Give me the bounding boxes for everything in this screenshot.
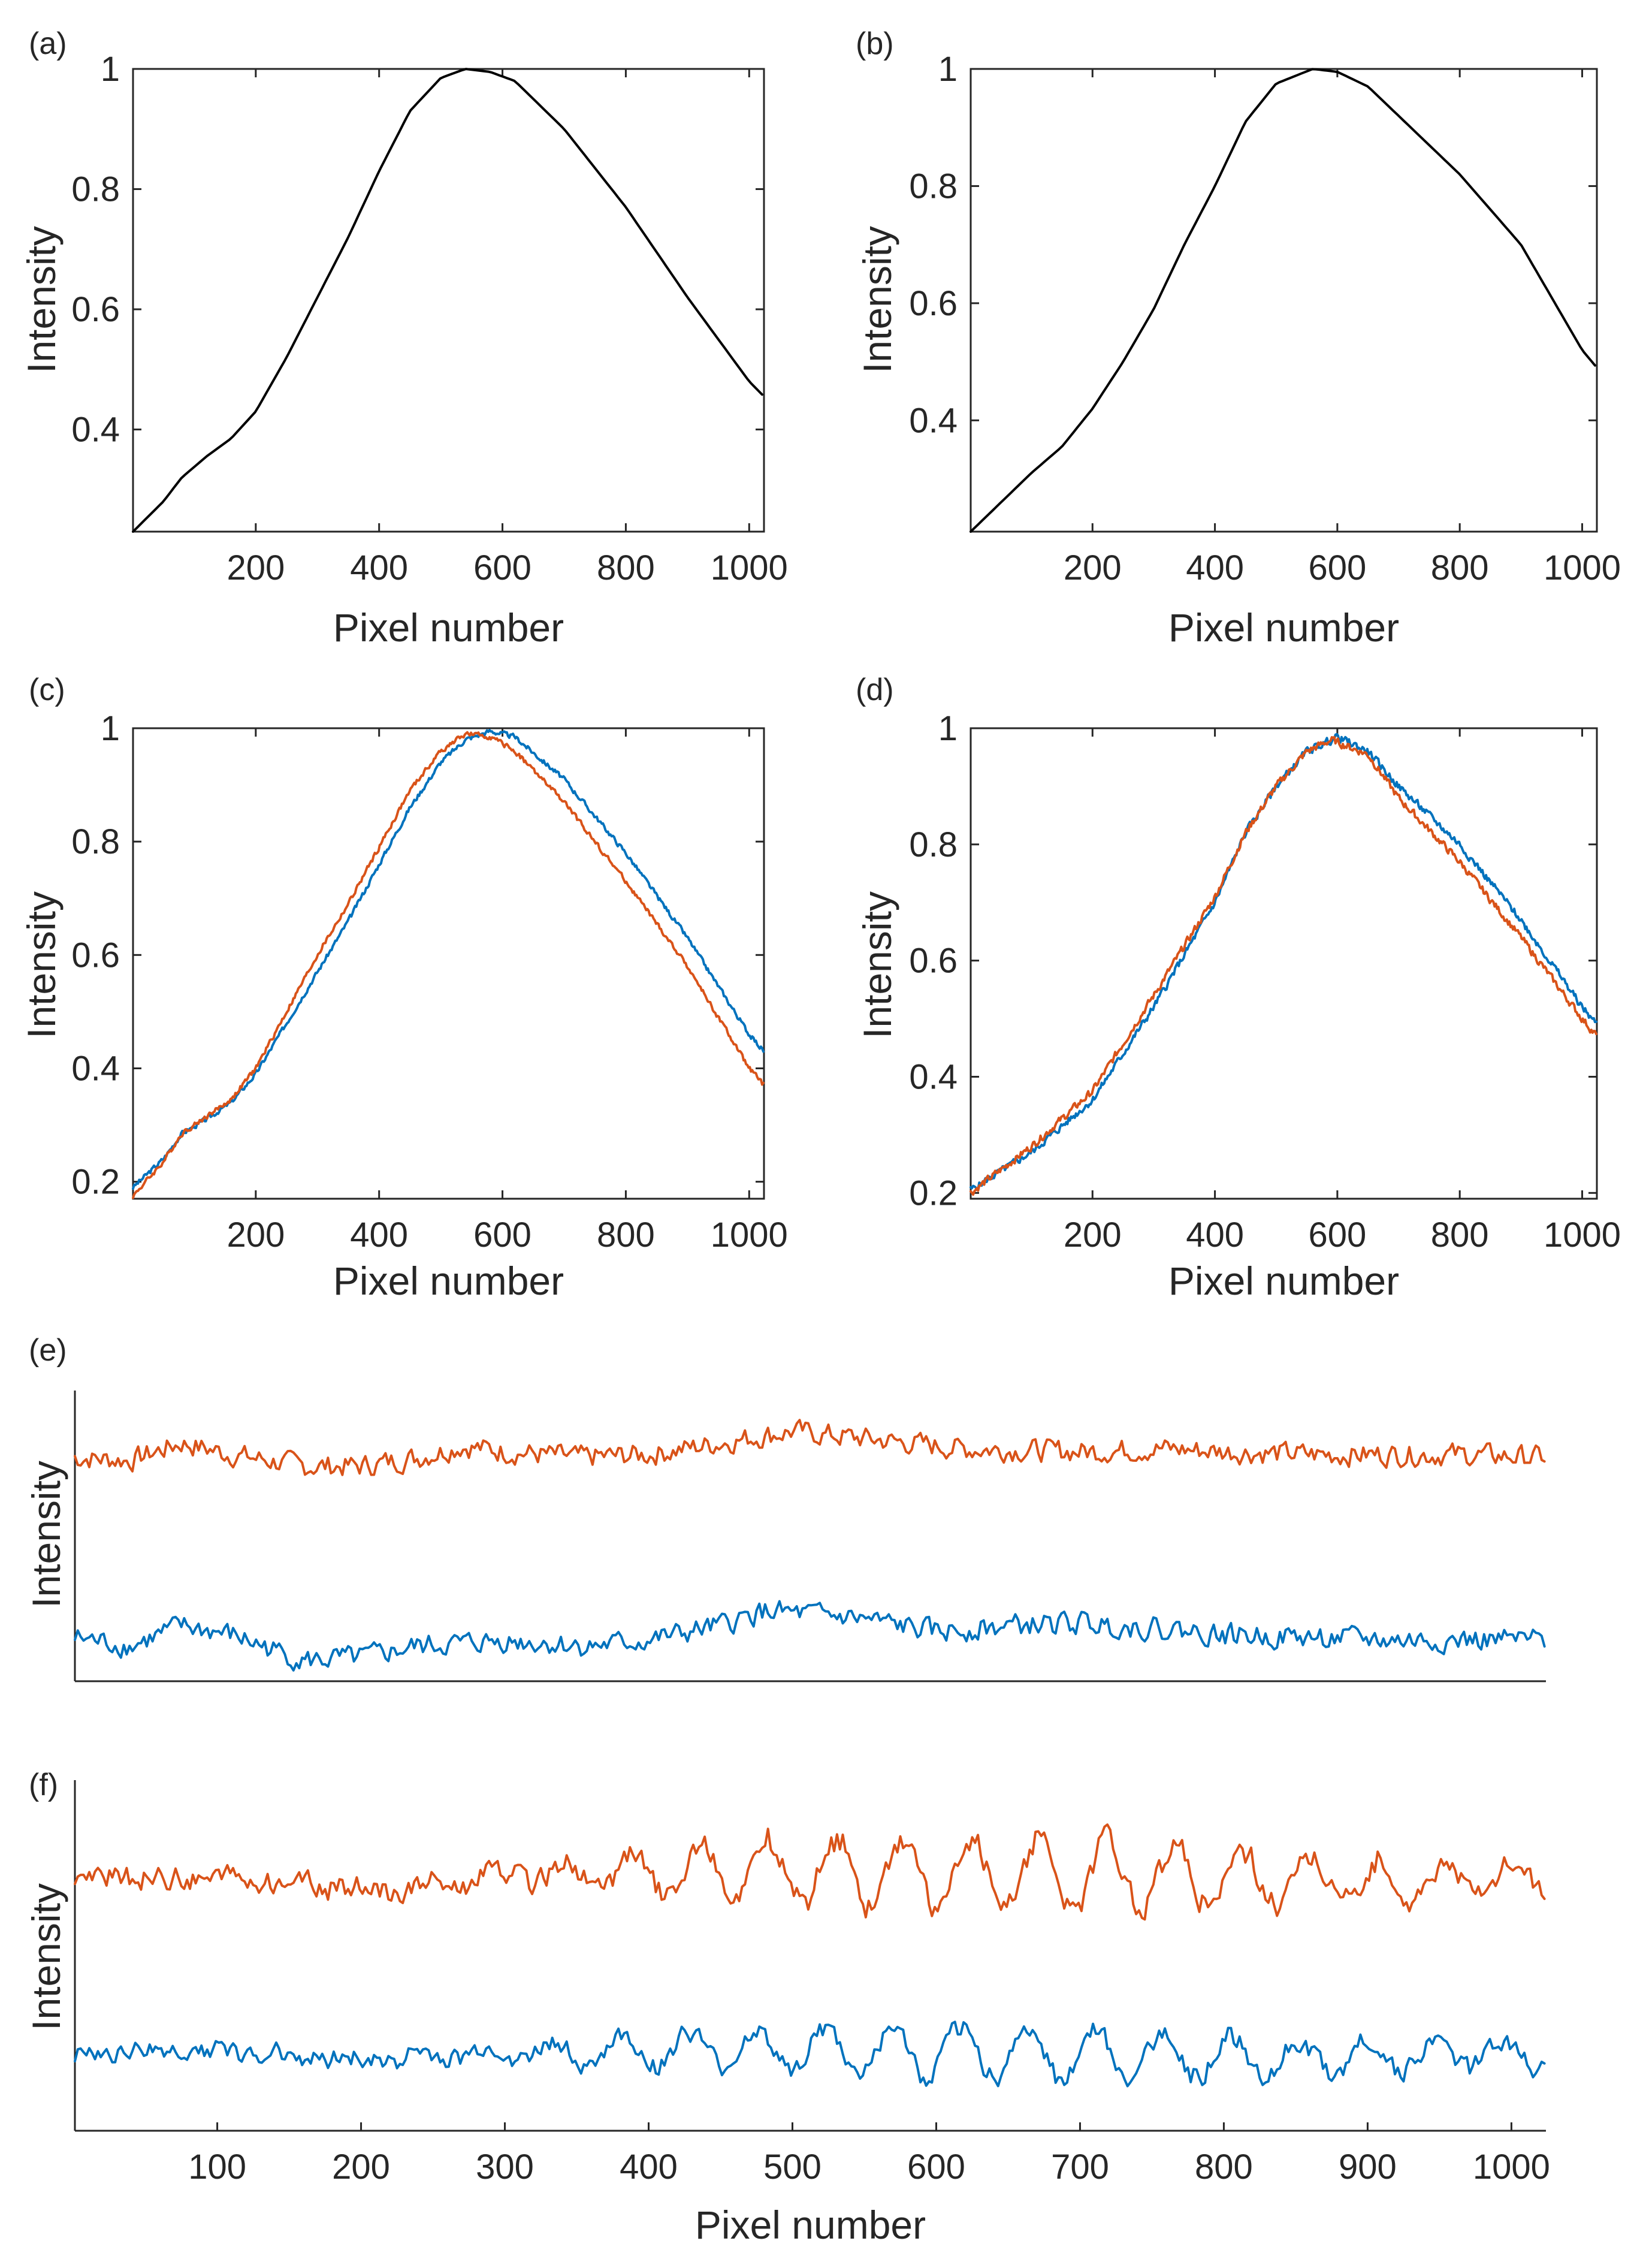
x-axis-title: Pixel number <box>1168 1259 1399 1303</box>
y-tick-label: 0.6 <box>909 284 958 323</box>
x-tick-label: 200 <box>1064 1216 1122 1254</box>
x-tick-label: 600 <box>907 2148 965 2186</box>
y-tick-label: 1 <box>938 709 958 748</box>
series-line-orange <box>74 1419 1546 1476</box>
x-tick-label: 500 <box>763 2148 822 2186</box>
panel-label: (e) <box>29 1333 67 1368</box>
x-axis-title: Pixel number <box>695 2203 926 2247</box>
x-tick-label: 1000 <box>711 548 788 587</box>
y-tick-label: 0.8 <box>71 170 120 209</box>
y-axis-title: Intensity <box>855 891 899 1039</box>
y-tick-label: 0.6 <box>71 936 120 975</box>
y-tick-label: 1 <box>101 50 120 89</box>
x-tick-label: 400 <box>1186 1216 1244 1254</box>
panel-c: 200 400 600 800 1000 0.2 0.4 0.6 0.8 1 (c) Intensit… <box>19 672 788 1303</box>
x-tick-label: 200 <box>226 548 285 587</box>
series-line-profile <box>132 68 763 533</box>
y-tick-label: 0.4 <box>909 401 958 440</box>
x-tick-label: 400 <box>1186 548 1244 587</box>
x-tick-label: 600 <box>1308 548 1366 587</box>
x-tick-label: 1000 <box>711 1216 788 1254</box>
x-axis-title: Pixel number <box>333 605 564 650</box>
panel-b: 200 400 600 800 1000 0.4 0.6 0.8 1 (b) Intensity Pi… <box>855 26 1621 650</box>
x-tick-label: 200 <box>1064 548 1122 587</box>
y-tick-label: 0.8 <box>71 822 120 861</box>
y-tick-label: 0.4 <box>71 411 120 450</box>
x-axis-title: Pixel number <box>1168 605 1399 650</box>
y-axis-title: Intensity <box>24 1883 68 2031</box>
panel-d: 200 400 600 800 1000 0.2 0.4 0.6 0.8 1 (d) Intensit… <box>855 672 1621 1303</box>
y-tick-label: 0.8 <box>909 825 958 864</box>
x-tick-label: 600 <box>473 548 531 587</box>
x-tick-label: 400 <box>620 2148 678 2186</box>
x-tick-label: 300 <box>476 2148 534 2186</box>
x-tick-label: 1000 <box>1473 2148 1550 2186</box>
panel-label: (d) <box>856 672 894 707</box>
axes-box <box>132 727 765 1200</box>
y-tick-label: 0.4 <box>71 1049 120 1088</box>
x-tick-label: 800 <box>1431 1216 1489 1254</box>
x-tick-label: 100 <box>188 2148 246 2186</box>
series-line-profile <box>970 68 1596 533</box>
y-tick-label: 1 <box>938 50 958 89</box>
x-tick-label: 800 <box>1195 2148 1253 2186</box>
x-tick-label: 400 <box>350 548 408 587</box>
y-axis-title: Intensity <box>19 891 64 1039</box>
y-axis-title: Intensity <box>19 226 64 373</box>
x-tick-label: 900 <box>1339 2148 1397 2186</box>
panel-label: (b) <box>856 26 894 61</box>
x-tick-label: 600 <box>1308 1216 1366 1254</box>
x-axis-title: Pixel number <box>333 1259 564 1303</box>
y-tick-label: 0.6 <box>909 942 958 981</box>
x-tick-label: 200 <box>226 1216 285 1254</box>
x-tick-label: 1000 <box>1544 1216 1621 1254</box>
y-tick-label: 0.8 <box>909 167 958 206</box>
series-line-blue <box>74 2020 1546 2088</box>
series-line-blue <box>132 729 765 1190</box>
series-line-blue <box>74 1600 1546 1672</box>
y-tick-label: 0.4 <box>909 1057 958 1096</box>
panel-label: (c) <box>29 672 65 707</box>
y-axis-title: Intensity <box>24 1461 68 1608</box>
panel-f: 100 200 300 400 500 600 700 800 900 1000 (f) Intens… <box>24 1768 1550 2247</box>
panel-a: 200 400 600 800 1000 0.4 0.6 0.8 1 (a) Intensity Pi… <box>19 26 788 650</box>
panel-label: (f) <box>29 1768 58 1802</box>
panel-label: (a) <box>29 26 67 61</box>
series-line-orange <box>74 1823 1546 1921</box>
axes-box <box>970 727 1598 1200</box>
series-line-orange <box>132 731 765 1199</box>
axes-box <box>132 68 765 533</box>
y-tick-label: 0.2 <box>71 1163 120 1202</box>
x-tick-label: 400 <box>350 1216 408 1254</box>
y-axis-title: Intensity <box>855 226 899 373</box>
series-line-orange <box>970 735 1597 1196</box>
axes-box <box>970 68 1598 533</box>
panel-e: (e) Intensity <box>24 1333 1546 1682</box>
x-tick-label: 800 <box>1431 548 1489 587</box>
x-tick-label: 200 <box>332 2148 390 2186</box>
x-tick-label: 800 <box>597 1216 655 1254</box>
x-tick-label: 600 <box>473 1216 531 1254</box>
y-tick-label: 0.2 <box>909 1174 958 1213</box>
x-tick-label: 700 <box>1051 2148 1109 2186</box>
y-tick-label: 1 <box>101 709 120 748</box>
x-tick-label: 1000 <box>1544 548 1621 587</box>
y-tick-label: 0.6 <box>71 290 120 329</box>
x-tick-label: 800 <box>597 548 655 587</box>
series-line-blue <box>970 732 1597 1191</box>
